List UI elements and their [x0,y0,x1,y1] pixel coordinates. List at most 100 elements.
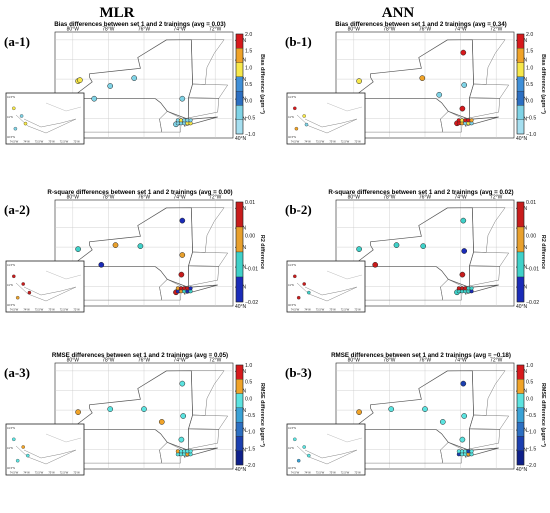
station-marker [179,95,186,102]
inset-map: 41.5°N 41°N 40.5°N74.5°W 74°W 73.5°W 73°W 72.5… [5,423,85,476]
colorbar-label: R2 difference [540,235,546,269]
colorbar-tick-label: 1.0 [245,363,252,369]
station-marker [178,436,185,443]
inset-lon-tick: 72.5°W [60,308,69,312]
station-marker [75,246,81,252]
inset-station-marker [293,106,297,111]
inset-lat-tick: 41.5°N [288,263,296,267]
inset-lon-tick: 73°W [329,140,336,144]
lon-tick-label: 74°W [454,27,467,33]
colorbar-segment [235,421,244,437]
colorbar-segment [516,379,525,394]
lon-tick-label: 78°W [383,358,396,364]
lon-tick-label: 78°W [102,27,115,33]
lon-tick-label: 80°W [348,358,361,364]
colorbar-tick-label: −1.0 [526,132,536,138]
station-marker [356,409,362,415]
inset-lon-tick: 73.5°W [316,140,325,144]
colorbar-tick-label: −1.5 [245,446,255,452]
panel-title: RMSE differences between set 1 and 2 tra… [331,352,511,359]
lon-tick-label: 78°W [383,27,396,33]
colorbar-tick-label: 1.5 [245,49,252,55]
inset-lat-tick: 41°N [7,446,13,450]
colorbar-segment [516,407,525,423]
inset-lon-tick: 72°W [73,471,80,475]
colorbar-segment [516,62,525,78]
panel-title: R-square differences between set 1 and 2… [328,189,513,196]
lon-tick-label: 74°W [173,358,186,364]
colorbar-tick-label: 1.0 [245,65,252,71]
inset-lat-tick: 41°N [288,115,294,119]
state-border-nj [159,442,182,464]
inset-lat-tick: 40.5°N [288,135,296,139]
colorbar-segment [235,276,244,303]
colorbar-segment [516,421,525,437]
colorbar-segment [235,48,244,63]
inset-station-marker [293,274,297,279]
panel-label: (a-3) [4,365,30,380]
colorbar-segment [235,251,244,278]
inset-station-marker [15,458,20,463]
inset-lon-tick: 74°W [23,308,30,312]
panel-label: (b-3) [285,365,312,380]
inset-frame [286,92,366,145]
station-marker [422,406,428,412]
inset-frame [5,423,85,476]
colorbar-label: RMSE difference (μgm⁻³) [259,383,265,447]
state-border-nj [159,279,182,301]
lon-tick-label: 80°W [67,195,80,201]
state-border-ny [76,39,218,127]
colorbar-segment [516,276,525,303]
lon-tick-label: 76°W [138,195,151,201]
lon-tick-label: 72°W [209,195,222,201]
inset-lon-tick: 74°W [23,140,30,144]
colorbar-tick-label: −0.01 [526,267,539,273]
station-marker [77,77,83,83]
lon-tick-label: 72°W [490,358,503,364]
station-marker [459,271,466,278]
station-marker [461,248,468,254]
lon-tick-label: 74°W [454,195,467,201]
lon-tick-label: 80°W [348,195,361,201]
colorbar-outline [516,33,525,135]
colorbar-segment [235,201,244,228]
inset-coastline-ct [45,270,82,280]
station-marker [459,105,466,112]
state-border-nj [440,442,463,464]
station-marker [356,78,362,84]
column-title-ann: ANN [382,5,415,21]
station-marker-nyc [188,118,193,123]
inset-lon-tick: 73.5°W [316,471,325,475]
colorbar-outline [516,201,525,303]
lon-tick-label: 74°W [454,358,467,364]
colorbar-tick-label: 0.0 [245,99,252,105]
colorbar-tick-label: 0.0 [245,396,252,402]
inset-lat-tick: 41.5°N [7,95,15,99]
inset-coastline-ct [326,270,363,280]
station-marker [460,49,467,56]
colorbar-outline [516,364,525,466]
station-marker-nyc [469,118,474,123]
colorbar-tick-label: 0.0 [526,99,533,105]
inset-station-marker [21,445,25,449]
panel-label: (a-2) [4,202,30,217]
colorbar-segment [235,393,244,409]
state-border-nj [159,111,182,133]
inset-station-marker [307,453,311,458]
station-marker-nyc [469,286,474,291]
inset-lat-tick: 40.5°N [7,303,15,307]
station-marker [179,217,186,224]
panel-label: (b-2) [285,202,312,217]
inset-station-marker [307,290,311,295]
colorbar-tick-label: 0.5 [245,82,252,88]
state-border-ny [357,39,499,127]
colorbar-segment [516,226,525,253]
inset-lat-tick: 41.5°N [288,95,296,99]
inset-lon-tick: 72.5°W [341,308,350,312]
inset-lon-tick: 74.5°W [10,308,19,312]
lon-tick-label: 78°W [102,195,115,201]
inset-lon-tick: 74.5°W [10,471,19,475]
colorbar-tick-label: −0.5 [526,413,536,419]
inset-station-marker [26,453,30,458]
